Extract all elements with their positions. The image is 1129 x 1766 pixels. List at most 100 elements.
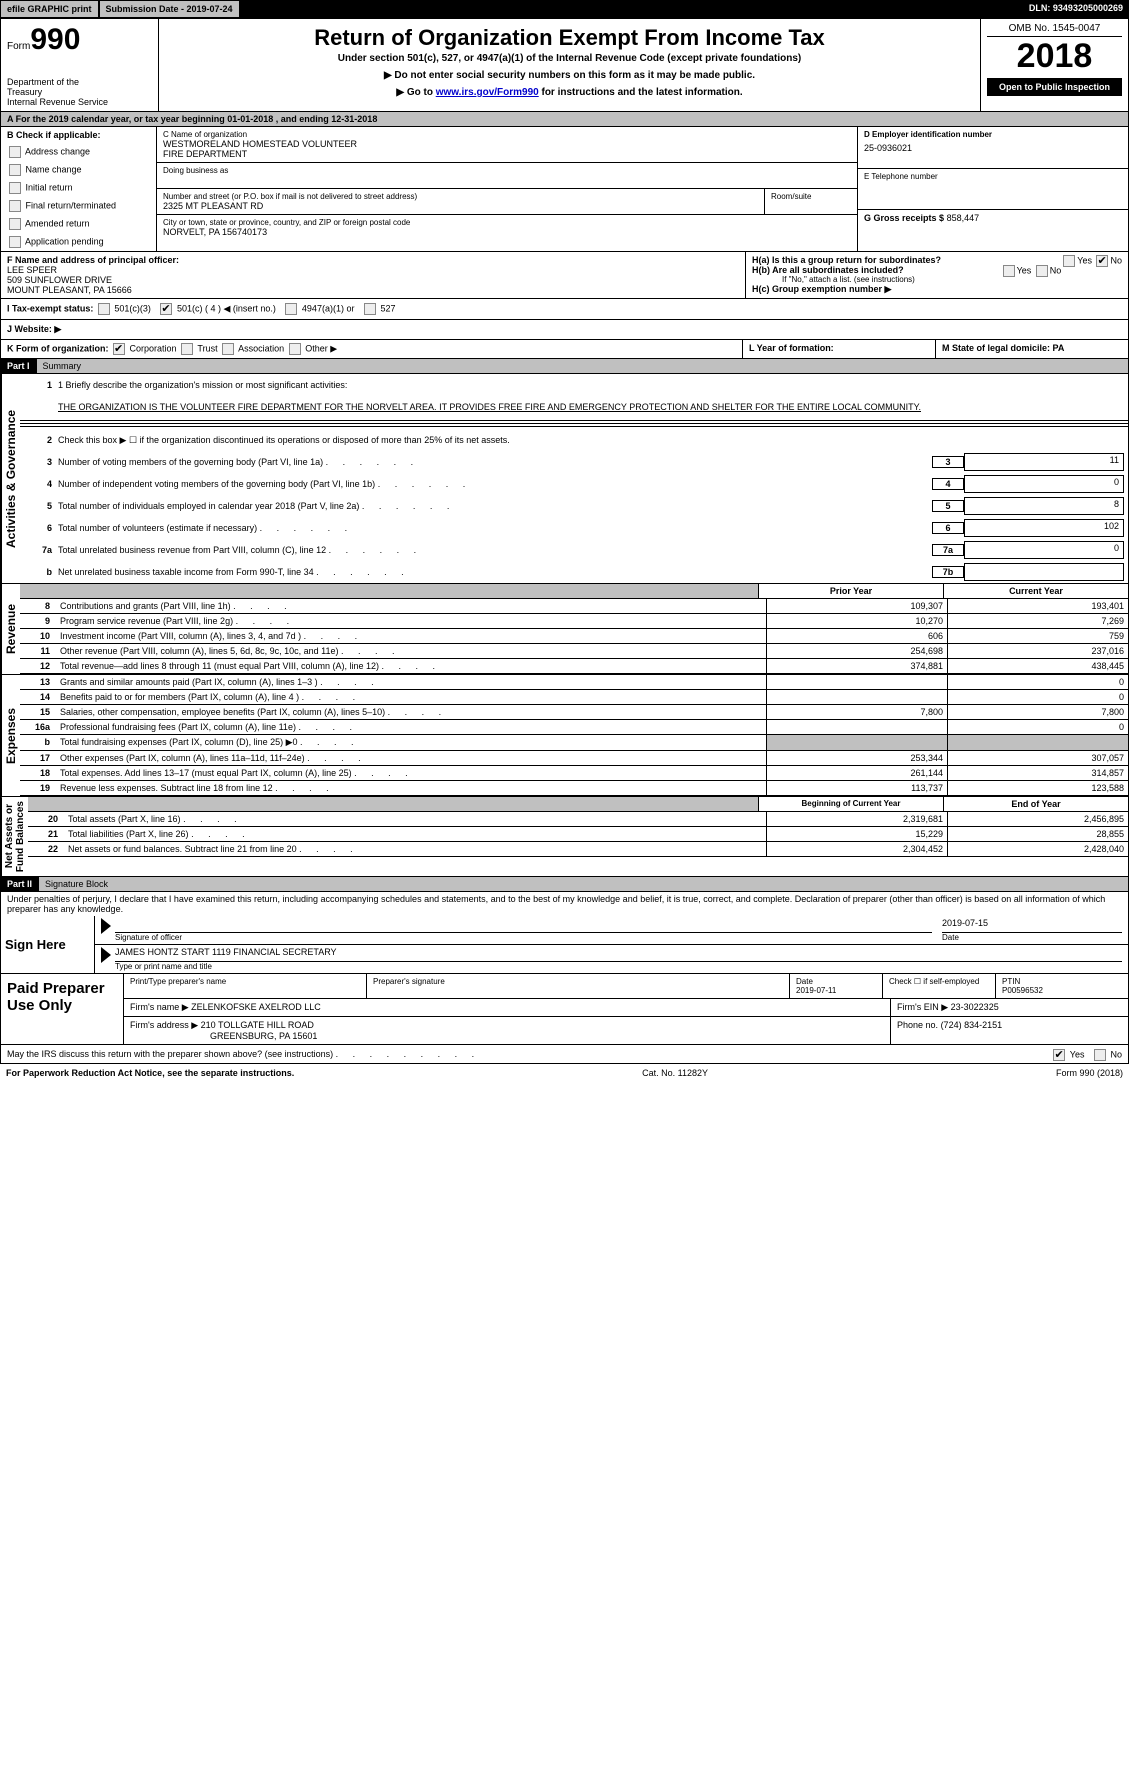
box-b: B Check if applicable: Address change Na… (1, 127, 157, 251)
k-other[interactable] (289, 343, 301, 355)
box-g-gross: G Gross receipts $ 858,447 (858, 210, 1128, 251)
form-footer: Form 990 (2018) (1056, 1068, 1123, 1078)
financial-line: 15Salaries, other compensation, employee… (20, 705, 1128, 720)
prep-check-self: Check ☐ if self-employed (883, 974, 996, 998)
box-h: H(a) Is this a group return for subordin… (746, 252, 1128, 298)
firm-phone: (724) 834-2151 (941, 1020, 1003, 1030)
tax-year: 2018 (987, 37, 1122, 76)
box-c-address: Number and street (or P.O. box if mail i… (157, 189, 765, 214)
financial-line: 13Grants and similar amounts paid (Part … (20, 675, 1128, 690)
h-b-no[interactable] (1036, 265, 1048, 277)
line2-checkbox: Check this box ▶ ☐ if the organization d… (58, 435, 1124, 446)
financial-line: 22Net assets or fund balances. Subtract … (28, 842, 1128, 857)
firm-addr1: 210 TOLLGATE HILL ROAD (201, 1020, 314, 1030)
status-527[interactable] (364, 303, 376, 315)
dept-line3: Internal Revenue Service (7, 97, 152, 107)
dept-line1: Department of the (7, 77, 152, 87)
financial-line: 17Other expenses (Part IX, column (A), l… (20, 751, 1128, 766)
box-c-city: City or town, state or province, country… (157, 215, 857, 240)
checkbox-pending[interactable] (9, 236, 21, 248)
dln-label: DLN: 93493205000269 (1023, 0, 1129, 18)
sig-date-label: Date (942, 933, 1122, 942)
paperwork-notice: For Paperwork Reduction Act Notice, see … (6, 1068, 294, 1078)
state-domicile: M State of legal domicile: PA (936, 340, 1128, 358)
financial-line: 18Total expenses. Add lines 13–17 (must … (20, 766, 1128, 781)
beginning-year-header: Beginning of Current Year (759, 797, 944, 811)
instr-ssn: ▶ Do not enter social security numbers o… (165, 70, 974, 81)
top-bar: efile GRAPHIC print Submission Date - 20… (0, 0, 1129, 18)
submission-date-label: Submission Date - 2019-07-24 (99, 0, 240, 18)
room-suite-label: Room/suite (765, 189, 857, 214)
financial-line: 14Benefits paid to or for members (Part … (20, 690, 1128, 705)
box-d-ein: D Employer identification number 25-0936… (858, 127, 1128, 169)
summary-line: 3Number of voting members of the governi… (20, 451, 1128, 473)
open-inspection: Open to Public Inspection (987, 78, 1122, 96)
box-e-phone: E Telephone number (858, 169, 1128, 211)
website-row: J Website: ▶ (1, 320, 1128, 340)
status-501c[interactable] (160, 303, 172, 315)
revenue-label: Revenue (1, 584, 20, 674)
financial-line: 16aProfessional fundraising fees (Part I… (20, 720, 1128, 735)
financial-line: 11Other revenue (Part VIII, column (A), … (20, 644, 1128, 659)
financial-line: 12Total revenue—add lines 8 through 11 (… (20, 659, 1128, 674)
paid-preparer-label: Paid Preparer Use Only (1, 974, 124, 1044)
status-4947[interactable] (285, 303, 297, 315)
form-subtitle: Under section 501(c), 527, or 4947(a)(1)… (165, 53, 974, 64)
h-b-yes[interactable] (1003, 265, 1015, 277)
firm-name: ZELENKOFSKE AXELROD LLC (191, 1002, 321, 1012)
sig-date: 2019-07-15 (942, 918, 1122, 933)
arrow-icon (101, 947, 111, 963)
k-trust[interactable] (181, 343, 193, 355)
financial-line: 21Total liabilities (Part X, line 26) . … (28, 827, 1128, 842)
summary-line: 4Number of independent voting members of… (20, 473, 1128, 495)
status-501c3[interactable] (98, 303, 110, 315)
checkbox-address-change[interactable] (9, 146, 21, 158)
prep-date: 2019-07-11 (796, 986, 836, 995)
discuss-no[interactable] (1094, 1049, 1106, 1061)
tax-exempt-status: I Tax-exempt status: 501(c)(3) 501(c) ( … (1, 299, 1128, 320)
sig-officer-label: Signature of officer (115, 933, 932, 942)
penalties-text: Under penalties of perjury, I declare th… (1, 892, 1128, 916)
prior-year-header: Prior Year (759, 584, 944, 598)
form-title: Return of Organization Exempt From Incom… (165, 25, 974, 51)
omb-number: OMB No. 1545-0047 (987, 23, 1122, 37)
part-ii-title: Signature Block (38, 877, 1128, 891)
checkbox-initial-return[interactable] (9, 182, 21, 194)
cat-number: Cat. No. 11282Y (642, 1068, 708, 1078)
current-year-header: Current Year (944, 584, 1128, 598)
prep-ptin: P00596532 (1002, 986, 1043, 995)
irs-link[interactable]: www.irs.gov/Form990 (436, 87, 539, 98)
box-c-dba: Doing business as (157, 163, 857, 189)
checkbox-amended[interactable] (9, 218, 21, 230)
box-f-officer: F Name and address of principal officer:… (1, 252, 746, 298)
irs-discuss-row: May the IRS discuss this return with the… (1, 1044, 1128, 1063)
k-assoc[interactable] (222, 343, 234, 355)
h-a-yes[interactable] (1063, 255, 1075, 267)
sign-here-label: Sign Here (1, 916, 95, 973)
checkbox-final-return[interactable] (9, 200, 21, 212)
k-corp[interactable] (113, 343, 125, 355)
officer-name: JAMES HONTZ START 1119 FINANCIAL SECRETA… (115, 947, 1122, 962)
h-a-no[interactable] (1096, 255, 1108, 267)
summary-line: 6Total number of volunteers (estimate if… (20, 517, 1128, 539)
year-formation: L Year of formation: (743, 340, 936, 358)
discuss-yes[interactable] (1053, 1049, 1065, 1061)
box-c-name: C Name of organization WESTMORELAND HOME… (157, 127, 857, 163)
part-i-tag: Part I (1, 359, 36, 373)
activities-governance-label: Activities & Governance (1, 374, 20, 583)
arrow-icon (101, 918, 111, 934)
row-a-calendar-year: A For the 2019 calendar year, or tax yea… (1, 112, 1128, 127)
efile-label: efile GRAPHIC print (0, 0, 99, 18)
summary-line: 7aTotal unrelated business revenue from … (20, 539, 1128, 561)
officer-name-label: Type or print name and title (115, 962, 1122, 971)
expenses-label: Expenses (1, 675, 20, 796)
summary-line: bNet unrelated business taxable income f… (20, 561, 1128, 583)
summary-line: 5Total number of individuals employed in… (20, 495, 1128, 517)
net-assets-label: Net Assets orFund Balances (1, 797, 28, 876)
financial-line: 20Total assets (Part X, line 16) . . . .… (28, 812, 1128, 827)
financial-line: 9Program service revenue (Part VIII, lin… (20, 614, 1128, 629)
end-year-header: End of Year (944, 797, 1128, 811)
firm-addr2: GREENSBURG, PA 15601 (210, 1031, 317, 1041)
financial-line: 8Contributions and grants (Part VIII, li… (20, 599, 1128, 614)
checkbox-name-change[interactable] (9, 164, 21, 176)
